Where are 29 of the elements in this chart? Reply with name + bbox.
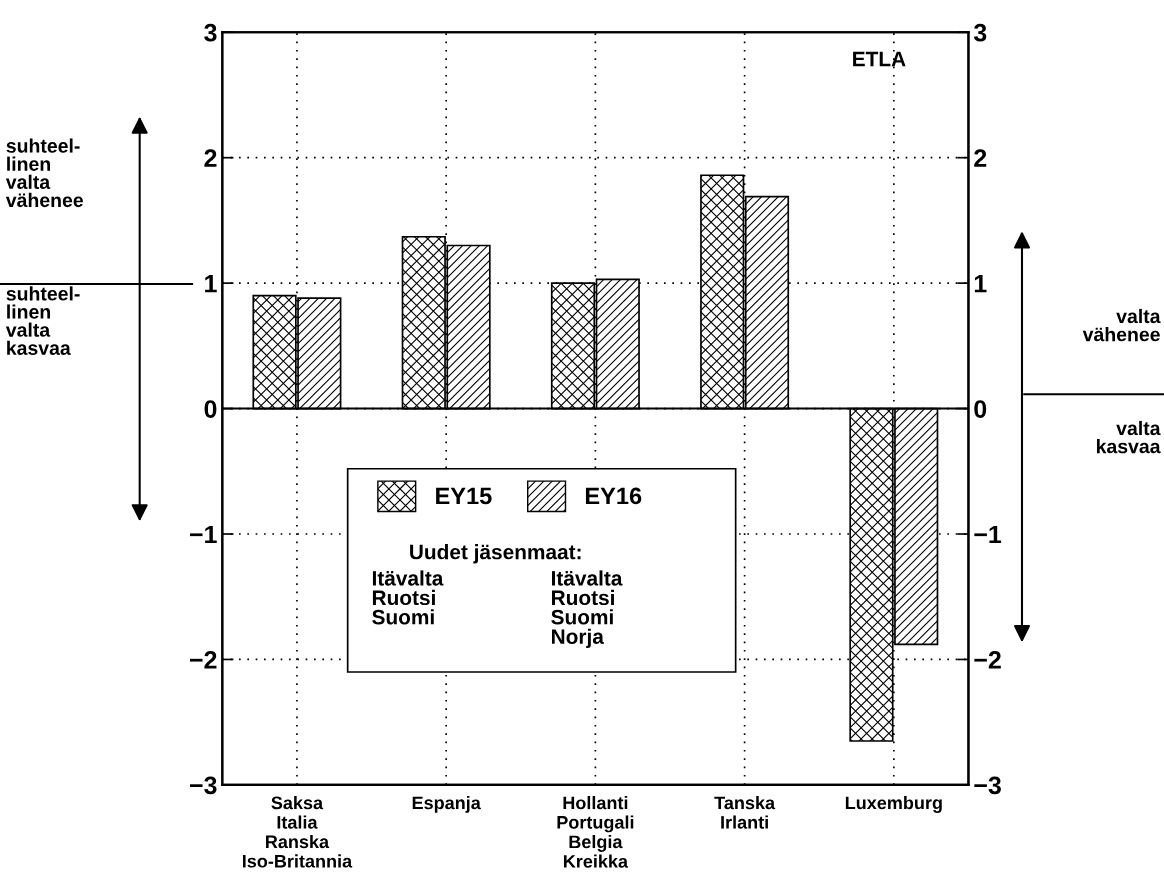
y2-tick-label: −2: [190, 651, 217, 669]
y-tick-label: 1: [974, 275, 987, 293]
x-tick-label: Saksa Italia Ranska Iso-Britannia: [242, 796, 353, 868]
x-tick-label: Tanska Irlanti: [714, 796, 776, 829]
y2-tick-label: 2: [204, 149, 217, 167]
annotation: Itävalta Ruotsi Suomi: [372, 570, 444, 625]
x-tick-label: Luxemburg: [845, 796, 942, 813]
y-tick-label: 2: [974, 149, 987, 167]
y2-tick-label: −3: [190, 776, 217, 795]
legend-label: EY16: [585, 487, 642, 505]
y-tick-label: −2: [974, 651, 1001, 669]
legend-label: EY15: [436, 487, 492, 505]
text: valta kasvaa: [1096, 420, 1161, 454]
y2-tick-label: −1: [190, 525, 217, 544]
annotation: ETLA: [853, 51, 906, 67]
x-tick-label: Hollanti Portugali Belgia Kreikka: [557, 796, 634, 868]
x-tick-label: Espanja: [412, 796, 481, 813]
y-tick-label: 3: [973, 23, 987, 42]
annotation: Uudet jäsenmaat:: [410, 544, 581, 564]
annotation: Itävalta Ruotsi Suomi Norja: [551, 570, 623, 649]
y-tick-label: 0: [974, 400, 987, 418]
y-tick-label: −3: [974, 776, 1001, 795]
text: valta vähenee: [1082, 308, 1161, 342]
text: suhteel- linen valta vähenee: [5, 138, 83, 208]
y-tick-label: −1: [974, 525, 1002, 544]
text: suhteel- linen valta kasvaa: [5, 286, 80, 355]
y2-tick-label: 0: [204, 400, 217, 418]
y2-tick-label: 3: [204, 23, 217, 42]
y2-tick-label: 1: [205, 275, 217, 293]
